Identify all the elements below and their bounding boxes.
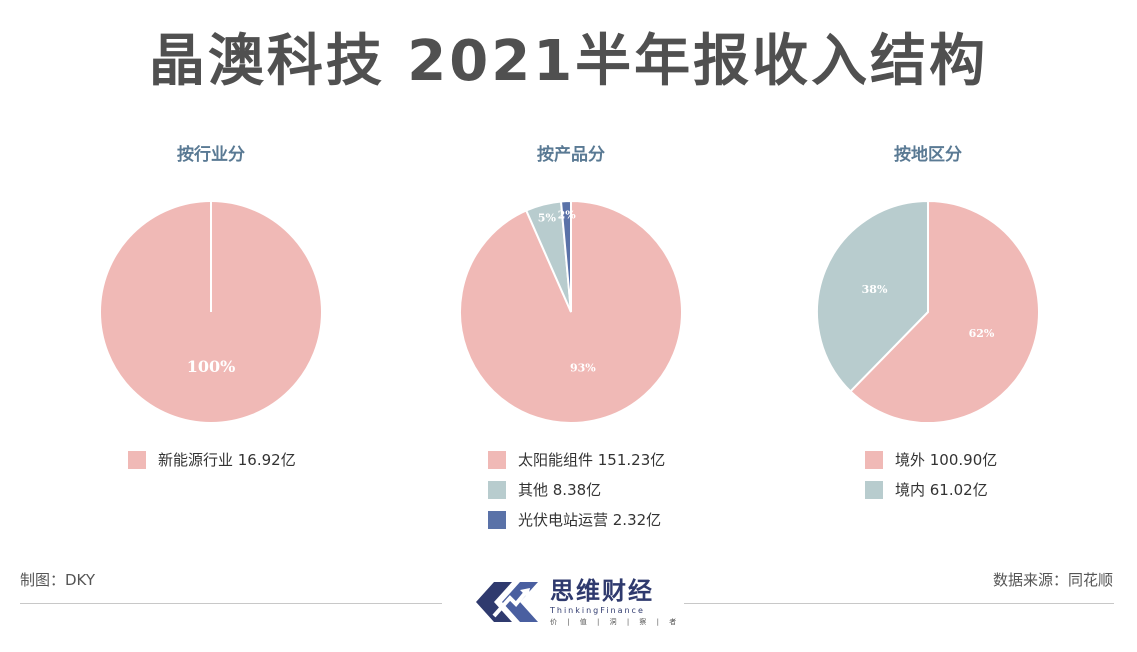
logo-mark-icon <box>476 582 538 622</box>
pie-title-product: 按产品分 <box>537 145 605 165</box>
legend-item-境外: 境外 100.90亿 <box>865 450 997 480</box>
legend-label: 光伏电站运营 2.32亿 <box>518 511 662 529</box>
legend-label: 境内 61.02亿 <box>895 481 988 499</box>
pie-chart-industry: 100% <box>99 200 323 424</box>
pie-chart-product: 93% 5% 2% <box>459 199 683 424</box>
brand-logo: 思维财经 ThinkingFinance 价 | 值 | 洞 | 察 | 者 <box>472 576 676 632</box>
legend-item-光伏电站运营: 光伏电站运营 2.32亿 <box>488 510 665 540</box>
footer-source: 数据来源：同花顺 <box>992 571 1113 589</box>
pie-label-境外: 62% <box>969 327 995 340</box>
pie-panel-industry: 按行业分 100% 新能源行业 16.92亿 <box>31 128 391 488</box>
footer-author: 制图：DKY <box>20 571 96 589</box>
legend-label: 新能源行业 16.92亿 <box>158 451 296 469</box>
legend-swatch <box>865 451 883 469</box>
legend-item-新能源行业: 新能源行业 16.92亿 <box>128 450 296 480</box>
pie-title-region: 按地区分 <box>894 145 962 165</box>
legend-label: 境外 100.90亿 <box>895 451 998 469</box>
pie-panel-product: 按产品分 93% 5% 2% 太阳能组件 151.23亿 其他 8.38亿光伏电站运营… <box>391 128 751 529</box>
main-title: 晶澳科技 2021半年报收入结构 <box>148 29 989 94</box>
pie-label-光伏电站运营: 2% <box>558 209 577 222</box>
pie-title-industry: 按行业分 <box>177 145 245 165</box>
logo-motto: 价 | 值 | 洞 | 察 | 者 <box>550 618 681 626</box>
footer-divider-right <box>684 603 1114 604</box>
logo-subtitle: ThinkingFinance <box>550 606 645 615</box>
legend-label: 太阳能组件 151.23亿 <box>518 451 666 469</box>
pie-label-新能源行业: 100% <box>187 357 236 376</box>
legend-swatch <box>488 511 506 529</box>
legend-swatch <box>488 481 506 499</box>
legend-item-其他: 其他 8.38亿 <box>488 480 665 510</box>
logo-name: 思维财经 <box>550 577 654 605</box>
pie-label-太阳能组件: 93% <box>570 361 596 374</box>
pie-label-境内: 38% <box>862 283 888 296</box>
legend-label: 其他 8.38亿 <box>518 481 602 499</box>
pie-slice-光伏电站运营 <box>559 199 572 313</box>
legend-region: 境外 100.90亿 境内 61.02亿 <box>865 450 997 510</box>
legend-item-太阳能组件: 太阳能组件 151.23亿 <box>488 450 665 480</box>
legend-swatch <box>128 451 146 469</box>
legend-swatch <box>865 481 883 499</box>
legend-swatch <box>488 451 506 469</box>
pie-panel-region: 按地区分 62% 38% 境外 100.90亿 境内 61.02亿 <box>748 128 1108 508</box>
pie-slice-境外 <box>849 199 1040 424</box>
pie-chart-region: 62% 38% <box>816 199 1040 424</box>
pie-label-其他: 5% <box>538 211 557 224</box>
pie-slice-境内 <box>816 199 929 393</box>
footer-divider-left <box>20 603 442 604</box>
legend-industry: 新能源行业 16.92亿 <box>128 450 296 480</box>
legend-product: 太阳能组件 151.23亿 其他 8.38亿光伏电站运营 2.32亿 <box>488 450 665 540</box>
legend-item-境内: 境内 61.02亿 <box>865 480 997 510</box>
